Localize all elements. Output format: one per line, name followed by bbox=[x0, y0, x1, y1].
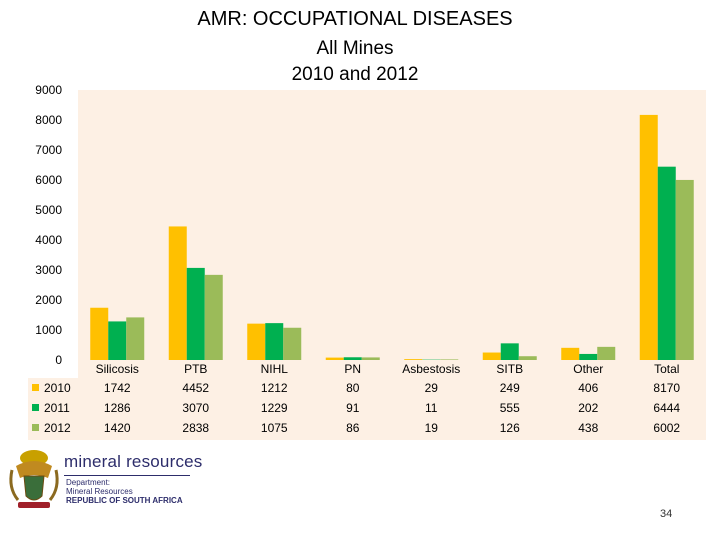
category-label: Silicosis bbox=[96, 362, 139, 376]
y-tick-label: 6000 bbox=[35, 173, 62, 187]
data-table-value: 19 bbox=[425, 421, 439, 435]
category-label: Total bbox=[654, 362, 679, 376]
data-table-value: 1212 bbox=[261, 381, 288, 395]
bar-2012-sitb bbox=[518, 356, 537, 360]
y-tick-label: 1000 bbox=[35, 323, 62, 337]
title-line-1: AMR: OCCUPATIONAL DISEASES bbox=[197, 8, 513, 30]
data-table-value: 202 bbox=[578, 401, 598, 415]
data-table-value: 1420 bbox=[104, 421, 131, 435]
bar-2010-silicosis bbox=[90, 307, 109, 360]
legend-swatch-2010 bbox=[32, 384, 39, 391]
bar-chart: 0 1000 2000 3000 4000 5000 6000 7000 8000 9000 Sil… bbox=[28, 83, 706, 440]
legend-swatch-2011 bbox=[32, 404, 39, 411]
data-table-value: 2838 bbox=[182, 421, 209, 435]
data-table-value: 6444 bbox=[653, 401, 680, 415]
page-number: 34 bbox=[660, 508, 673, 520]
y-tick-label: 3000 bbox=[35, 263, 62, 277]
bar-2011-total bbox=[657, 166, 676, 360]
data-table-value: 8170 bbox=[653, 381, 680, 395]
data-table-value: 11 bbox=[425, 401, 438, 415]
y-tick-label: 9000 bbox=[35, 83, 62, 97]
data-table-value: 1075 bbox=[261, 421, 288, 435]
category-label: PN bbox=[344, 362, 361, 376]
bar-2012-total bbox=[675, 179, 694, 360]
bar-2010-other bbox=[561, 347, 580, 360]
bar-2010-nihl bbox=[247, 323, 266, 360]
legend-label-2012: 2012 bbox=[44, 421, 71, 435]
category-label: Other bbox=[573, 362, 603, 376]
bar-2011-sitb bbox=[500, 343, 519, 360]
title-line-2: All Mines bbox=[316, 38, 394, 59]
org-divider bbox=[64, 475, 190, 476]
category-label: NIHL bbox=[261, 362, 289, 376]
org-name: mineral resources bbox=[64, 452, 203, 471]
data-table-value: 4452 bbox=[182, 381, 209, 395]
data-table-value: 249 bbox=[500, 381, 520, 395]
bar-2012-pn bbox=[361, 357, 380, 360]
dept-name: Mineral Resources bbox=[66, 487, 133, 496]
data-table-value: 86 bbox=[346, 421, 360, 435]
data-table-value: 29 bbox=[425, 381, 439, 395]
bar-2010-pn bbox=[325, 357, 344, 360]
bar-2011-nihl bbox=[265, 323, 284, 360]
y-tick-label: 2000 bbox=[35, 293, 62, 307]
title-line-3: 2010 and 2012 bbox=[291, 64, 419, 85]
bar-2012-other bbox=[597, 346, 616, 360]
legend-swatch-2012 bbox=[32, 424, 39, 431]
bar-2012-nihl bbox=[283, 327, 302, 360]
legend-label-2010: 2010 bbox=[44, 381, 71, 395]
legend-label-2011: 2011 bbox=[44, 401, 70, 415]
bar-2010-ptb bbox=[168, 226, 187, 360]
category-label: SITB bbox=[496, 362, 523, 376]
data-table-value: 1742 bbox=[104, 381, 131, 395]
data-table-value: 91 bbox=[346, 401, 360, 415]
bar-2012-silicosis bbox=[126, 317, 145, 360]
data-table-value: 438 bbox=[578, 421, 598, 435]
y-tick-label: 4000 bbox=[35, 233, 62, 247]
bar-2010-asbestosis bbox=[404, 359, 423, 360]
data-table-value: 80 bbox=[346, 381, 360, 395]
data-table-value: 6002 bbox=[653, 421, 680, 435]
y-tick-label: 0 bbox=[55, 353, 62, 367]
data-table-value: 1286 bbox=[104, 401, 131, 415]
bar-2012-asbestosis bbox=[440, 359, 459, 360]
data-table-value: 3070 bbox=[182, 401, 209, 415]
bar-2010-sitb bbox=[482, 352, 501, 360]
bar-2011-ptb bbox=[186, 267, 205, 360]
bar-2011-pn bbox=[343, 357, 362, 360]
bar-2010-total bbox=[639, 114, 658, 361]
bar-2012-ptb bbox=[204, 274, 223, 360]
bar-2011-silicosis bbox=[108, 321, 127, 360]
dept-label: Department: bbox=[66, 478, 111, 487]
y-tick-label: 8000 bbox=[35, 113, 62, 127]
data-table-value: 126 bbox=[500, 421, 520, 435]
category-label: PTB bbox=[184, 362, 207, 376]
country-name: REPUBLIC OF SOUTH AFRICA bbox=[66, 496, 183, 505]
y-tick-label: 5000 bbox=[35, 203, 62, 217]
category-label: Asbestosis bbox=[402, 362, 460, 376]
bar-2011-other bbox=[579, 353, 598, 360]
data-table-value: 406 bbox=[578, 381, 598, 395]
y-tick-label: 7000 bbox=[35, 143, 62, 157]
data-table-value: 1229 bbox=[261, 401, 288, 415]
coat-of-arms-logo bbox=[9, 450, 59, 508]
data-table-value: 555 bbox=[500, 401, 520, 415]
